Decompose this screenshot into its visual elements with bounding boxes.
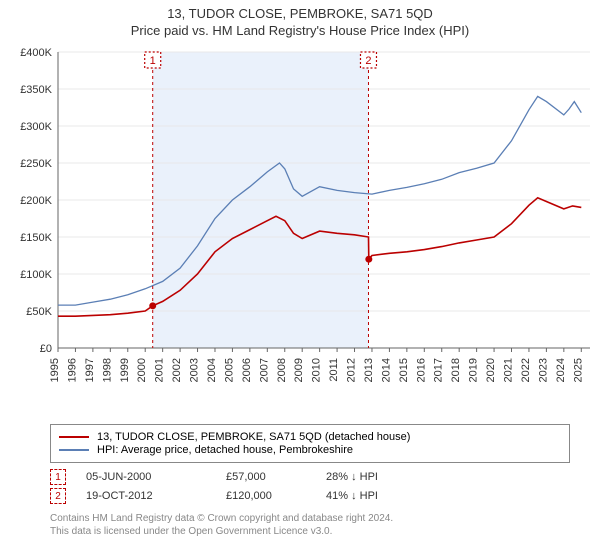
svg-text:2012: 2012 bbox=[346, 358, 358, 382]
svg-text:2004: 2004 bbox=[206, 358, 218, 382]
svg-text:£400K: £400K bbox=[20, 47, 52, 59]
svg-text:£300K: £300K bbox=[20, 121, 52, 133]
legend-label-hpi: HPI: Average price, detached house, Pemb… bbox=[97, 444, 353, 456]
svg-text:1997: 1997 bbox=[84, 358, 96, 382]
title-subtitle: Price paid vs. HM Land Registry's House … bbox=[0, 23, 600, 38]
svg-text:1998: 1998 bbox=[101, 358, 113, 382]
chart-titles: 13, TUDOR CLOSE, PEMBROKE, SA71 5QD Pric… bbox=[0, 0, 600, 38]
svg-text:£50K: £50K bbox=[26, 306, 52, 318]
legend-item-property: 13, TUDOR CLOSE, PEMBROKE, SA71 5QD (det… bbox=[59, 431, 561, 443]
svg-text:£100K: £100K bbox=[20, 269, 52, 281]
sale-hpi-1: 28% ↓ HPI bbox=[326, 471, 378, 483]
chart-area: £0 £50K £100K £150K £200K £250K £300K £350K £400… bbox=[0, 38, 600, 418]
svg-text:2005: 2005 bbox=[223, 358, 235, 382]
svg-text:2025: 2025 bbox=[572, 358, 584, 382]
svg-text:2010: 2010 bbox=[311, 358, 323, 382]
svg-text:2007: 2007 bbox=[258, 358, 270, 382]
sale-row-1: 1 05-JUN-2000 £57,000 28% ↓ HPI bbox=[50, 469, 570, 485]
sale-hpi-2: 41% ↓ HPI bbox=[326, 490, 378, 502]
svg-text:2: 2 bbox=[365, 55, 371, 67]
legend-swatch-hpi bbox=[59, 449, 89, 451]
sale-row-2: 2 19-OCT-2012 £120,000 41% ↓ HPI bbox=[50, 488, 570, 504]
svg-text:£350K: £350K bbox=[20, 84, 52, 96]
footer-line2: This data is licensed under the Open Gov… bbox=[50, 525, 570, 538]
svg-text:2020: 2020 bbox=[485, 358, 497, 382]
svg-text:£0: £0 bbox=[40, 343, 52, 355]
sale-marker-1: 1 bbox=[50, 469, 66, 485]
svg-text:2016: 2016 bbox=[415, 358, 427, 382]
svg-text:2003: 2003 bbox=[189, 358, 201, 382]
title-address: 13, TUDOR CLOSE, PEMBROKE, SA71 5QD bbox=[0, 6, 600, 21]
svg-text:2001: 2001 bbox=[154, 358, 166, 382]
svg-text:£250K: £250K bbox=[20, 158, 52, 170]
legend-box: 13, TUDOR CLOSE, PEMBROKE, SA71 5QD (det… bbox=[50, 424, 570, 463]
svg-text:2013: 2013 bbox=[363, 358, 375, 382]
sale-marker-2: 2 bbox=[50, 488, 66, 504]
chart-container: 13, TUDOR CLOSE, PEMBROKE, SA71 5QD Pric… bbox=[0, 0, 600, 538]
svg-text:1: 1 bbox=[150, 55, 156, 67]
svg-text:2024: 2024 bbox=[555, 358, 567, 382]
svg-text:2014: 2014 bbox=[380, 358, 392, 382]
sale-date-1: 05-JUN-2000 bbox=[86, 471, 226, 483]
svg-text:2000: 2000 bbox=[136, 358, 148, 382]
sale-price-2: £120,000 bbox=[226, 490, 326, 502]
svg-text:2017: 2017 bbox=[433, 358, 445, 382]
footer-line1: Contains HM Land Registry data © Crown c… bbox=[50, 512, 570, 525]
sale-price-1: £57,000 bbox=[226, 471, 326, 483]
svg-text:2018: 2018 bbox=[450, 358, 462, 382]
svg-text:1995: 1995 bbox=[49, 358, 61, 382]
svg-text:2015: 2015 bbox=[398, 358, 410, 382]
sale-date-2: 19-OCT-2012 bbox=[86, 490, 226, 502]
svg-text:£150K: £150K bbox=[20, 232, 52, 244]
svg-text:1996: 1996 bbox=[66, 358, 78, 382]
svg-text:1999: 1999 bbox=[119, 358, 131, 382]
svg-text:£200K: £200K bbox=[20, 195, 52, 207]
svg-text:2023: 2023 bbox=[537, 358, 549, 382]
legend-label-property: 13, TUDOR CLOSE, PEMBROKE, SA71 5QD (det… bbox=[97, 431, 410, 443]
svg-text:2002: 2002 bbox=[171, 358, 183, 382]
svg-text:2008: 2008 bbox=[276, 358, 288, 382]
footer-attribution: Contains HM Land Registry data © Crown c… bbox=[50, 512, 570, 538]
legend-swatch-property bbox=[59, 436, 89, 438]
legend-item-hpi: HPI: Average price, detached house, Pemb… bbox=[59, 444, 561, 456]
chart-svg: £0 £50K £100K £150K £200K £250K £300K £350K £400… bbox=[0, 38, 600, 418]
svg-text:2011: 2011 bbox=[328, 358, 340, 382]
svg-text:2022: 2022 bbox=[520, 358, 532, 382]
svg-text:2019: 2019 bbox=[468, 358, 480, 382]
sales-list: 1 05-JUN-2000 £57,000 28% ↓ HPI 2 19-OCT… bbox=[50, 469, 570, 504]
svg-text:2021: 2021 bbox=[503, 358, 515, 382]
svg-text:2009: 2009 bbox=[293, 358, 305, 382]
svg-text:2006: 2006 bbox=[241, 358, 253, 382]
